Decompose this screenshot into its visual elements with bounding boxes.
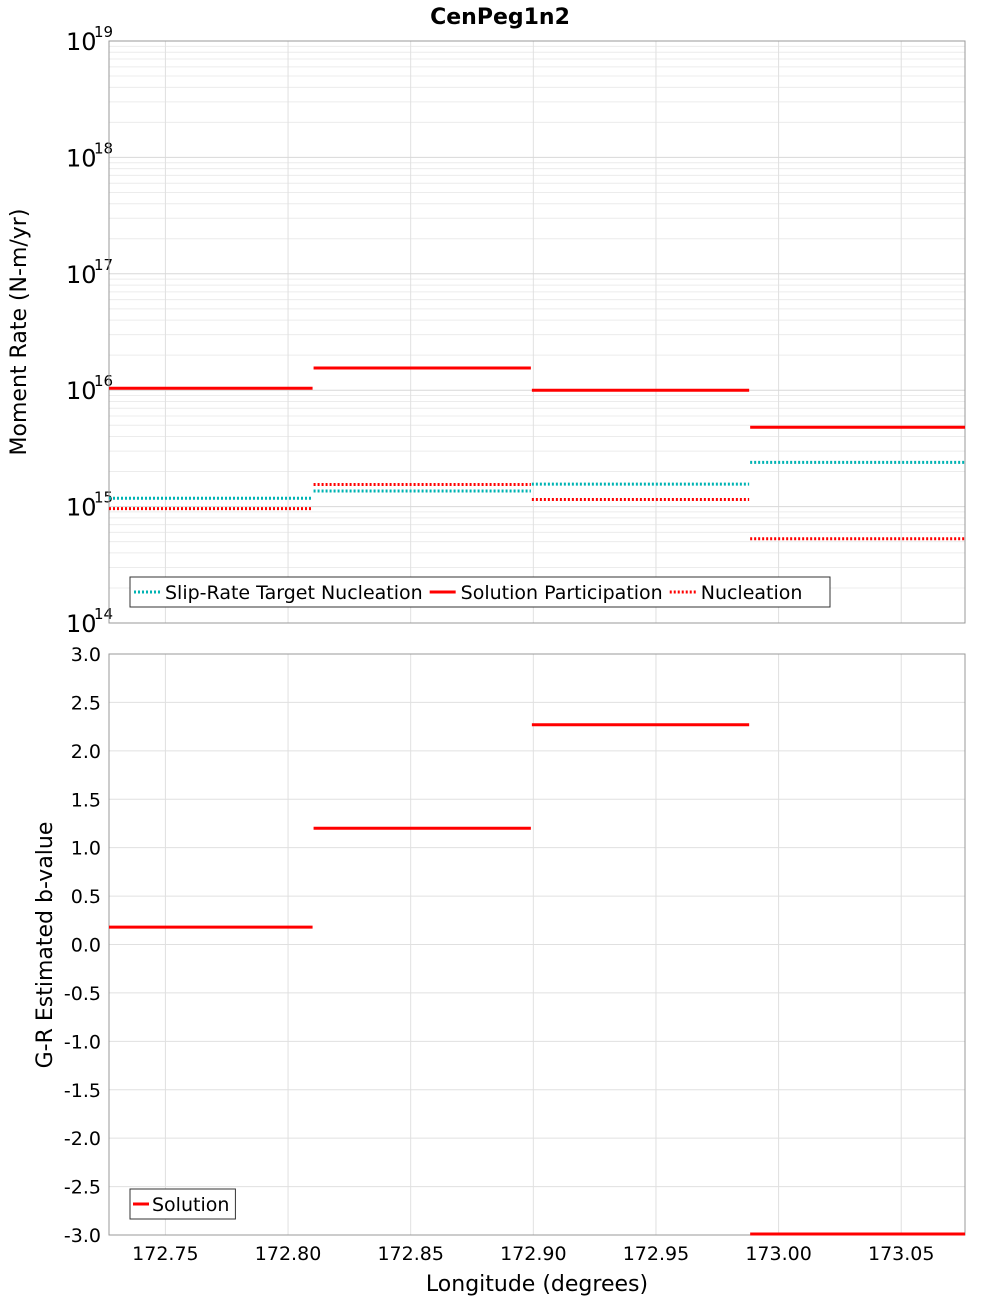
- legend-box: [129, 576, 831, 608]
- y-tick-label: 10: [66, 261, 97, 289]
- y-axis-label: G-R Estimated b-value: [33, 822, 58, 1069]
- legend-label: Slip-Rate Target Nucleation: [165, 582, 423, 604]
- legend-label: Solution Participation: [461, 582, 663, 604]
- x-tick-label: 172.75: [132, 1243, 198, 1265]
- legend: Slip-Rate Target Nucleation Solution Part…: [129, 576, 831, 608]
- legend-label: Solution: [152, 1194, 229, 1216]
- y-tick-label: 2.0: [71, 741, 101, 763]
- y-tick-exponent: 17: [94, 256, 113, 274]
- series-solution-participation: [109, 366, 965, 429]
- y-tick-label: 10: [66, 494, 97, 522]
- legend: Solution: [129, 1188, 236, 1220]
- plot-area: [109, 41, 965, 623]
- y-tick-exponent: 15: [94, 489, 113, 507]
- y-axis-label: Moment Rate (N-m/yr): [7, 209, 32, 456]
- y-tick-label: 1.5: [71, 789, 101, 811]
- series-solution: [109, 723, 965, 1236]
- y-tick-exponent: 18: [94, 139, 113, 157]
- y-tick-label: 10: [66, 377, 97, 405]
- y-tick-label: 10: [66, 610, 97, 638]
- x-tick-label: 172.80: [255, 1243, 321, 1265]
- x-tick-label: 172.90: [500, 1243, 566, 1265]
- y-tick-label: 0.0: [71, 935, 101, 957]
- chart-title: CenPeg1n2: [430, 5, 570, 30]
- y-tick-label: -1.5: [64, 1080, 101, 1102]
- plot-frame: [108, 40, 966, 624]
- y-tick-exponent: 19: [94, 23, 113, 41]
- plot-frame: [108, 653, 966, 1236]
- y-tick-label: -2.0: [64, 1128, 101, 1150]
- y-tick-label: 2.5: [71, 692, 101, 714]
- b-value-panel: 3.0 2.5 2.0 1.5 1.0 0.5 0.0 -0.5 -1.0 -1.5 -2.0 -2.…: [33, 644, 966, 1265]
- y-tick-label: 0.5: [71, 886, 101, 908]
- series-slip-rate-target-nucleation: [109, 460, 965, 500]
- y-tick-label: 3.0: [71, 644, 101, 666]
- y-tick-label: -0.5: [64, 983, 101, 1005]
- series-nucleation: [109, 482, 965, 541]
- y-tick-label: -2.5: [64, 1177, 101, 1199]
- x-axis-label: Longitude (degrees): [426, 1272, 648, 1297]
- y-tick-label: 1.0: [71, 838, 101, 860]
- y-tick-label: 10: [66, 144, 97, 172]
- y-tick-exponent: 16: [94, 372, 113, 390]
- y-tick-label: -1.0: [64, 1031, 101, 1053]
- legend-label: Nucleation: [701, 582, 803, 604]
- y-tick-label: 10: [66, 28, 97, 56]
- y-tick-label: -3.0: [64, 1225, 101, 1247]
- x-tick-label: 173.00: [745, 1243, 811, 1265]
- x-tick-label: 173.05: [868, 1243, 934, 1265]
- x-tick-label: 172.85: [377, 1243, 443, 1265]
- x-tick-label: 172.95: [623, 1243, 689, 1265]
- y-tick-exponent: 14: [94, 605, 113, 623]
